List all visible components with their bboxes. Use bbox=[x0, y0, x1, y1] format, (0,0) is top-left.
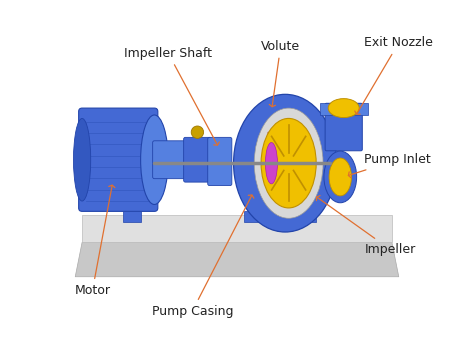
Text: Pump Inlet: Pump Inlet bbox=[348, 153, 431, 178]
FancyBboxPatch shape bbox=[208, 137, 232, 186]
FancyBboxPatch shape bbox=[183, 137, 211, 182]
Bar bbox=[123, 211, 141, 222]
Text: Motor: Motor bbox=[74, 185, 115, 297]
Ellipse shape bbox=[265, 143, 277, 184]
FancyBboxPatch shape bbox=[325, 103, 362, 151]
FancyBboxPatch shape bbox=[79, 108, 158, 211]
Text: Impeller: Impeller bbox=[317, 196, 416, 256]
Ellipse shape bbox=[328, 99, 359, 118]
Bar bbox=[299, 211, 316, 222]
Text: Exit Nozzle: Exit Nozzle bbox=[355, 36, 433, 114]
Ellipse shape bbox=[329, 158, 351, 196]
Ellipse shape bbox=[254, 108, 323, 218]
Ellipse shape bbox=[324, 151, 356, 203]
Polygon shape bbox=[268, 132, 306, 191]
Ellipse shape bbox=[73, 118, 91, 201]
Text: Pump Casing: Pump Casing bbox=[152, 195, 254, 318]
Text: Volute: Volute bbox=[261, 40, 300, 107]
Circle shape bbox=[191, 126, 204, 138]
Bar bbox=[319, 103, 368, 115]
Bar bbox=[244, 211, 261, 222]
Text: Impeller Shaft: Impeller Shaft bbox=[124, 46, 219, 145]
Ellipse shape bbox=[261, 118, 316, 208]
FancyBboxPatch shape bbox=[153, 141, 187, 179]
Ellipse shape bbox=[234, 94, 337, 232]
Polygon shape bbox=[75, 242, 399, 277]
Polygon shape bbox=[82, 215, 392, 242]
Ellipse shape bbox=[141, 115, 168, 204]
